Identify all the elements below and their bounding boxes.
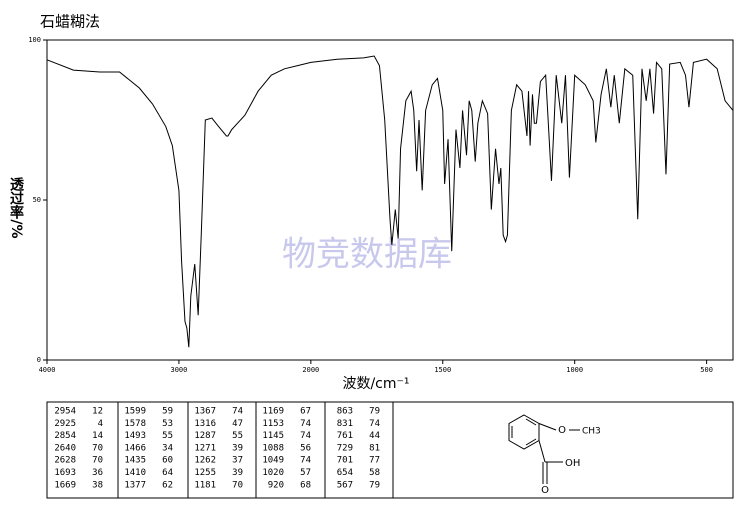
peak-wavenumber: 1153 xyxy=(262,419,284,429)
x-tick-label: 3000 xyxy=(170,366,187,374)
structure xyxy=(508,414,580,484)
peak-transmittance: 34 xyxy=(162,443,173,453)
bond xyxy=(538,423,557,431)
peak-transmittance: 68 xyxy=(300,480,311,490)
peak-wavenumber: 2640 xyxy=(54,443,76,453)
peak-transmittance: 79 xyxy=(369,480,380,490)
peak-transmittance: 70 xyxy=(92,456,103,466)
peak-wavenumber: 1693 xyxy=(54,468,76,478)
x-tick-label: 1500 xyxy=(434,366,451,374)
peak-transmittance: 39 xyxy=(232,468,243,478)
peak-transmittance: 74 xyxy=(369,419,380,429)
x-tick-label: 4000 xyxy=(39,366,56,374)
peak-transmittance: 4 xyxy=(98,419,103,429)
peak-transmittance: 79 xyxy=(369,407,380,417)
peak-transmittance: 74 xyxy=(300,456,311,466)
peak-wavenumber: 701 xyxy=(337,456,353,466)
peak-transmittance: 74 xyxy=(300,431,311,441)
peak-wavenumber: 1262 xyxy=(194,456,216,466)
ring-double-bond xyxy=(525,438,537,446)
peak-transmittance: 44 xyxy=(369,431,380,441)
peak-transmittance: 14 xyxy=(92,431,103,441)
peak-wavenumber: 1599 xyxy=(124,407,146,417)
peak-transmittance: 74 xyxy=(300,419,311,429)
peak-transmittance: 56 xyxy=(300,443,311,453)
peak-transmittance: 36 xyxy=(92,468,103,478)
y-tick-label: 100 xyxy=(28,36,41,44)
x-axis-label: 波数/cm⁻¹ xyxy=(342,376,409,392)
peak-wavenumber: 831 xyxy=(337,419,353,429)
y-tick-label: 0 xyxy=(37,356,41,364)
x-tick-label: 2000 xyxy=(302,366,319,374)
peak-table-frame xyxy=(46,401,734,499)
peak-transmittance: 67 xyxy=(300,407,311,417)
peak-wavenumber: 761 xyxy=(337,431,353,441)
chart-title: 石蜡糊法 xyxy=(40,13,100,31)
x-tick-label: 1000 xyxy=(566,366,583,374)
peak-transmittance: 47 xyxy=(232,419,243,429)
peak-transmittance: 37 xyxy=(232,456,243,466)
atom-label: O xyxy=(558,425,566,436)
peak-transmittance: 57 xyxy=(300,468,311,478)
peak-transmittance: 77 xyxy=(369,456,380,466)
spectrum-line xyxy=(46,55,734,348)
watermark: 物竞数据库 xyxy=(282,235,452,275)
peak-wavenumber: 1049 xyxy=(262,456,284,466)
x-tick-label: 500 xyxy=(700,366,713,374)
peak-transmittance: 62 xyxy=(162,480,173,490)
peak-transmittance: 60 xyxy=(162,456,173,466)
peak-wavenumber: 1367 xyxy=(194,407,216,417)
peak-wavenumber: 1169 xyxy=(262,407,284,417)
y-tick-label: 50 xyxy=(33,196,41,204)
peak-wavenumber: 1181 xyxy=(194,480,216,490)
peak-wavenumber: 2854 xyxy=(54,431,76,441)
peak-wavenumber: 1271 xyxy=(194,443,216,453)
peak-wavenumber: 1145 xyxy=(262,431,284,441)
bond xyxy=(538,440,546,463)
peak-wavenumber: 1435 xyxy=(124,456,146,466)
peak-wavenumber: 567 xyxy=(337,480,353,490)
peak-transmittance: 70 xyxy=(232,480,243,490)
peak-transmittance: 55 xyxy=(232,431,243,441)
peak-transmittance: 74 xyxy=(232,407,243,417)
peak-wavenumber: 920 xyxy=(268,480,284,490)
benzene-ring xyxy=(508,414,540,450)
peak-transmittance: 53 xyxy=(162,419,173,429)
peak-wavenumber: 1088 xyxy=(262,443,284,453)
atom-label: CH3 xyxy=(582,427,601,437)
peak-wavenumber: 1493 xyxy=(124,431,146,441)
peak-transmittance: 58 xyxy=(369,468,380,478)
peak-wavenumber: 1466 xyxy=(124,443,146,453)
peak-wavenumber: 1410 xyxy=(124,468,146,478)
peak-transmittance: 39 xyxy=(232,443,243,453)
peak-wavenumber: 654 xyxy=(337,468,353,478)
peak-wavenumber: 1255 xyxy=(194,468,216,478)
ring-double-bond xyxy=(525,418,537,426)
peak-wavenumber: 1316 xyxy=(194,419,216,429)
atom-label: O xyxy=(541,485,549,496)
peak-wavenumber: 2954 xyxy=(54,407,76,417)
peak-wavenumber: 1020 xyxy=(262,468,284,478)
peak-wavenumber: 2628 xyxy=(54,456,76,466)
peak-transmittance: 55 xyxy=(162,431,173,441)
peak-transmittance: 70 xyxy=(92,443,103,453)
peak-wavenumber: 1377 xyxy=(124,480,146,490)
peak-transmittance: 64 xyxy=(162,468,173,478)
peak-wavenumber: 729 xyxy=(337,443,353,453)
peak-transmittance: 59 xyxy=(162,407,173,417)
peak-wavenumber: 1669 xyxy=(54,480,76,490)
peak-wavenumber: 1287 xyxy=(194,431,216,441)
peak-wavenumber: 863 xyxy=(337,407,353,417)
peak-transmittance: 12 xyxy=(92,407,103,417)
peak-wavenumber: 1578 xyxy=(124,419,146,429)
table-dividers xyxy=(117,402,394,498)
peak-wavenumber: 2925 xyxy=(54,419,76,429)
y-axis-label: 透过率/% xyxy=(8,177,24,238)
atom-label: OH xyxy=(565,458,580,469)
peak-transmittance: 81 xyxy=(369,443,380,453)
peak-transmittance: 38 xyxy=(92,480,103,490)
plot-frame xyxy=(46,39,734,361)
